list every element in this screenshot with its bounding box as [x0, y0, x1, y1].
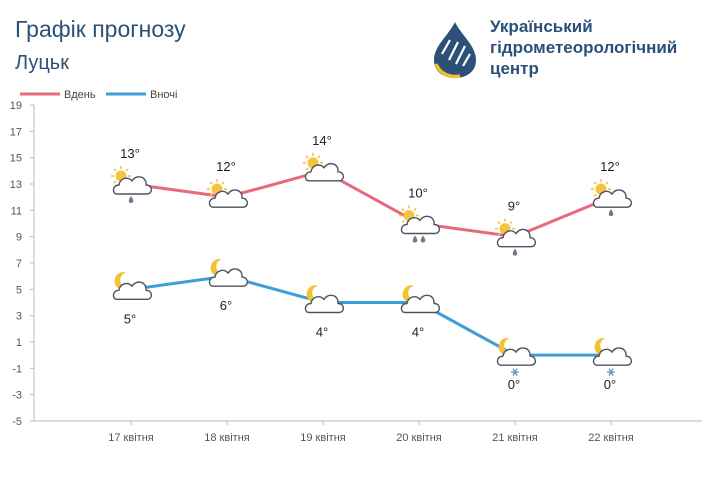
- y-tick-label: 19: [10, 100, 22, 112]
- x-tick-label: 19 квітня: [300, 432, 346, 444]
- temp-label-night: 4°: [316, 325, 328, 340]
- sun-cloud-rain-icon: [111, 166, 153, 203]
- temp-label-day: 12°: [600, 159, 620, 174]
- moon-cloud-icon: [208, 258, 249, 287]
- sun-cloud-rain-icon: [591, 179, 633, 217]
- moon-cloud-icon: [112, 272, 153, 301]
- legend-label-night: Вночі: [150, 89, 177, 101]
- sun-cloud-rain-icon: [495, 218, 537, 256]
- moon-cloud-icon: [400, 285, 441, 314]
- temp-label-night: 6°: [220, 298, 232, 313]
- temp-label-night: 4°: [412, 325, 424, 340]
- y-tick-label: 17: [10, 126, 22, 138]
- x-tick-label: 20 квітня: [396, 432, 442, 444]
- x-tick-label: 17 квітня: [108, 432, 154, 444]
- moon-cloud-icon: [304, 285, 345, 314]
- temp-label-day: 9°: [508, 199, 520, 214]
- org-name: Український гідрометеорологічний центр: [490, 17, 678, 78]
- temp-label-night: 0°: [604, 377, 616, 392]
- y-tick-label: 1: [16, 337, 22, 349]
- header: Графік прогнозу Луцьк Український гідром…: [0, 0, 720, 90]
- temp-label-day: 14°: [312, 133, 332, 148]
- y-tick-label: 11: [11, 205, 22, 217]
- temp-label-night: 5°: [124, 311, 136, 326]
- y-tick-label: 5: [16, 284, 22, 296]
- y-tick-label: 9: [16, 232, 22, 244]
- sun-cloud-icon: [207, 179, 249, 208]
- temp-label-day: 13°: [120, 146, 140, 161]
- y-tick-label: 3: [16, 311, 22, 323]
- sun-cloud-rain-heavy-icon: [399, 205, 441, 243]
- sun-cloud-icon: [303, 152, 345, 182]
- temp-label-day: 12°: [216, 159, 236, 174]
- y-tick-label: 15: [10, 153, 22, 165]
- series-line-day: [130, 169, 612, 239]
- y-tick-label: 7: [16, 258, 22, 270]
- moon-cloud-snow-icon: [592, 337, 633, 376]
- page-title: Графік прогнозу: [15, 16, 186, 42]
- x-tick-label: 21 квітня: [492, 432, 538, 444]
- x-tick-label: 22 квітня: [588, 432, 634, 444]
- y-tick-label: -3: [12, 390, 22, 402]
- temp-label-night: 0°: [508, 377, 520, 392]
- city-name: Луцьк: [15, 52, 69, 74]
- temp-label-day: 10°: [408, 186, 428, 201]
- y-tick-label: 13: [10, 179, 22, 191]
- series-line-night: [130, 274, 611, 357]
- y-tick-label: -5: [12, 416, 22, 428]
- legend-label-day: Вдень: [64, 89, 96, 101]
- x-tick-label: 18 квітня: [204, 432, 250, 444]
- moon-cloud-snow-icon: [496, 337, 537, 376]
- y-tick-label: -1: [12, 363, 22, 375]
- ugmc-logo-icon: [434, 22, 476, 79]
